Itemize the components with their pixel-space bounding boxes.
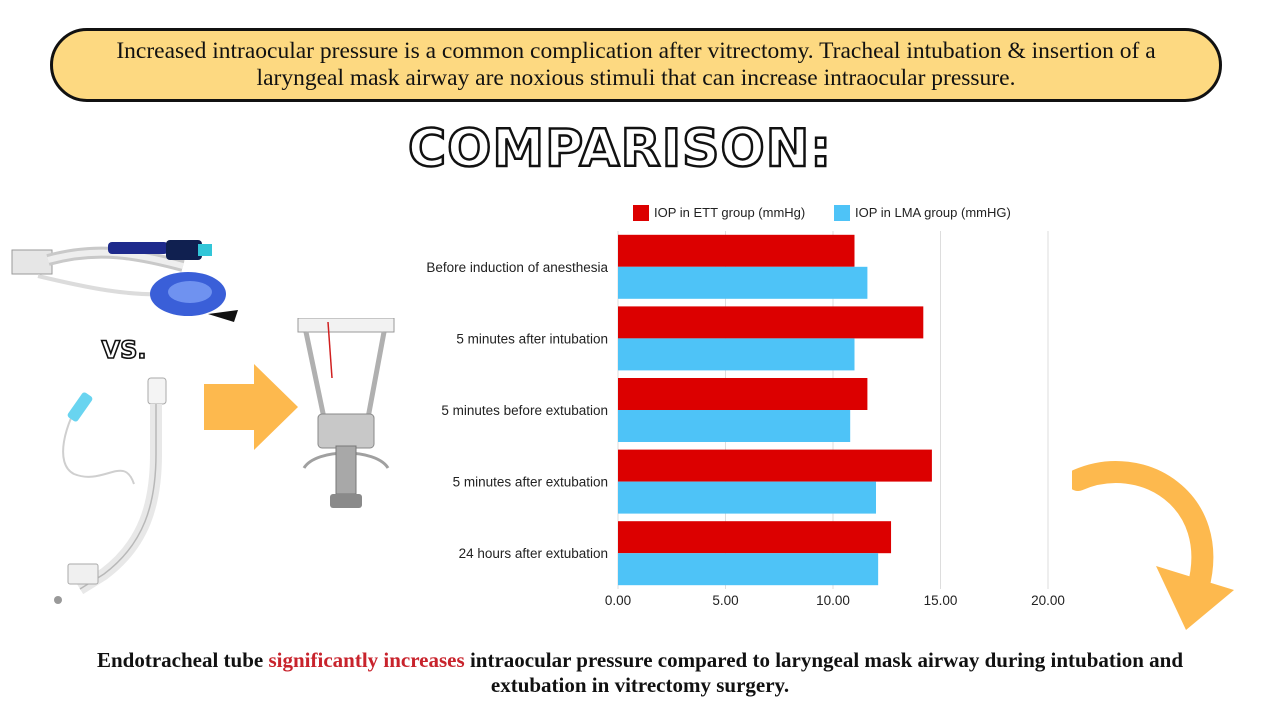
right-arrow-icon [204, 364, 298, 450]
x-tick-label: 10.00 [816, 593, 850, 608]
tonometer-icon [297, 318, 395, 508]
vs-label-text: VS. [102, 336, 147, 364]
curved-down-arrow-icon [1072, 461, 1234, 630]
bar-ett [618, 234, 855, 267]
x-tick-label: 0.00 [605, 593, 631, 608]
category-label: 24 hours after extubation [459, 546, 608, 561]
bar-lma [618, 266, 868, 299]
bar-lma [618, 338, 855, 371]
legend-swatch-ett [633, 205, 649, 221]
bar-ett [618, 521, 892, 554]
bar-lma [618, 410, 851, 442]
x-tick-label: 5.00 [712, 593, 738, 608]
vs-label: VS. [101, 335, 148, 365]
intro-banner: Increased intraocular pressure is a comm… [50, 28, 1222, 102]
x-tick-label: 20.00 [1031, 593, 1065, 608]
legend-swatch-lma [834, 205, 850, 221]
legend-label-ett: IOP in ETT group (mmHg) [654, 205, 805, 220]
category-label: Before induction of anesthesia [426, 260, 608, 275]
bar-ett [618, 378, 868, 410]
x-tick-label: 15.00 [924, 593, 958, 608]
legend-label-lma: IOP in LMA group (mmHG) [855, 205, 1011, 220]
category-label: 5 minutes before extubation [441, 403, 608, 418]
comparison-heading: COMPARISON: [407, 118, 833, 181]
comparison-heading-text: COMPARISON: [408, 119, 832, 179]
intro-text: Increased intraocular pressure is a comm… [116, 38, 1156, 91]
bar-ett [618, 449, 932, 482]
bar-ett [618, 306, 924, 339]
laryngeal-mask-airway-icon [11, 240, 238, 322]
category-label: 5 minutes after extubation [453, 475, 608, 490]
iop-bar-chart: IOP in ETT group (mmHg) IOP in LMA group… [426, 205, 1065, 608]
conclusion-text: Endotracheal tube significantly increase… [80, 648, 1200, 698]
bar-lma [618, 481, 876, 514]
bar-lma [618, 553, 879, 586]
conclusion-before: Endotracheal tube [96, 648, 269, 672]
conclusion-highlight: significantly increases [268, 648, 465, 672]
endotracheal-tube-icon [54, 377, 167, 604]
conclusion-after: intraocular pressure compared to larynge… [464, 648, 1184, 697]
chart-legend: IOP in ETT group (mmHg) IOP in LMA group… [633, 205, 1011, 221]
category-label: 5 minutes after intubation [456, 331, 608, 346]
